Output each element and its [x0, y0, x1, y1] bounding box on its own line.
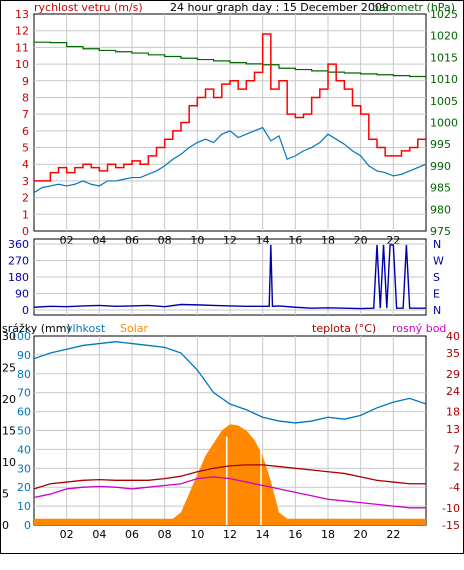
- temperature-tick-label: -4: [449, 481, 460, 494]
- pressure-tick-label: 985: [430, 182, 451, 195]
- direction-tick-label: 270: [8, 255, 29, 268]
- hour-tick-label: 08: [158, 528, 172, 541]
- dewpoint-axis-label: rosný bod: [392, 322, 446, 335]
- hour-tick-label: 12: [223, 528, 237, 541]
- wind-tick-label: 6: [22, 125, 29, 138]
- wind-tick-label: 2: [22, 192, 29, 205]
- humidity-tick-label: 20: [17, 481, 31, 494]
- wind-direction-series-line: [33, 244, 426, 310]
- hour-tick-label: 18: [321, 528, 335, 541]
- rain-tick-label: 5: [2, 488, 9, 501]
- rain-tick-label: 0: [2, 519, 9, 532]
- wind-tick-label: 8: [22, 91, 29, 104]
- compass-label: E: [433, 288, 440, 301]
- temperature-tick-label: 18: [446, 406, 460, 419]
- rain-tick-label: 20: [2, 393, 16, 406]
- pressure-tick-label: 1015: [430, 51, 458, 64]
- wind-axis-label: rychlost vetru (m/s): [34, 1, 143, 14]
- hour-tick-label: 20: [354, 528, 368, 541]
- pressure-tick-label: 1005: [430, 95, 458, 108]
- chart-title: 24 hour graph day : 15 December 2009: [170, 1, 389, 14]
- compass-label: N: [433, 304, 441, 317]
- wind-tick-label: 12: [15, 25, 29, 38]
- direction-tick-label: 180: [8, 271, 29, 284]
- rain-tick-label: 30: [2, 330, 16, 343]
- humidity-tick-label: 0: [24, 519, 31, 532]
- wind-tick-label: 11: [15, 41, 29, 54]
- wind-tick-label: 5: [22, 142, 29, 155]
- humidity-axis-label: vlhkost: [66, 322, 106, 335]
- compass-label: S: [433, 271, 440, 284]
- humidity-tick-label: 30: [17, 462, 31, 475]
- humidity-tick-label: 100: [10, 330, 31, 343]
- pressure-tick-label: 990: [430, 160, 451, 173]
- rain-axis-label: srážky (mm): [2, 322, 71, 335]
- hour-tick-label: 02: [60, 528, 74, 541]
- pressure-series-line: [34, 41, 427, 78]
- temperature-tick-label: -15: [442, 519, 460, 532]
- temperature-tick-label: 13: [446, 423, 460, 436]
- pressure-tick-label: 1020: [430, 30, 458, 43]
- wind-tick-label: 10: [15, 58, 29, 71]
- wind-gust-series-line: [34, 33, 426, 182]
- pressure-tick-label: 1025: [430, 8, 458, 21]
- humidity-series-line: [33, 341, 427, 424]
- humidity-tick-label: 80: [17, 368, 31, 381]
- rain-tick-label: 25: [2, 362, 16, 375]
- humidity-tick-label: 60: [17, 406, 31, 419]
- pressure-axis-label: barometr (hPa): [372, 1, 455, 14]
- temperature-tick-label: 40: [446, 330, 460, 343]
- humidity-tick-label: 50: [17, 425, 31, 438]
- hour-tick-label: 16: [288, 528, 302, 541]
- wind-tick-label: 0: [22, 225, 29, 238]
- temperature-tick-label: 7: [453, 443, 460, 456]
- temperature-series-line: [33, 464, 426, 490]
- hour-tick-label: 04: [92, 528, 106, 541]
- hour-tick-label: 06: [125, 528, 139, 541]
- temperature-tick-label: -10: [442, 502, 460, 515]
- compass-label: N: [433, 238, 441, 251]
- humidity-tick-label: 10: [17, 500, 31, 513]
- humidity-tick-label: 40: [17, 443, 31, 456]
- temperature-tick-label: 29: [446, 368, 460, 381]
- hour-tick-label: 10: [190, 528, 204, 541]
- compass-label: W: [433, 255, 444, 268]
- temperature-tick-label: 24: [446, 385, 460, 398]
- direction-tick-label: 90: [15, 288, 29, 301]
- hour-tick-label: 22: [386, 528, 400, 541]
- wind-tick-label: 1: [22, 208, 29, 221]
- pressure-tick-label: 980: [430, 203, 451, 216]
- direction-tick-label: 0: [22, 304, 29, 317]
- hour-tick-label: 14: [256, 528, 270, 541]
- rain-tick-label: 15: [2, 425, 16, 438]
- chart-marks: 0123456789101112139759809859909951000100…: [2, 8, 460, 541]
- wind-tick-label: 3: [22, 175, 29, 188]
- pressure-tick-label: 975: [430, 225, 451, 238]
- wind-tick-label: 13: [15, 8, 29, 21]
- humidity-tick-label: 90: [17, 349, 31, 362]
- pressure-tick-label: 1010: [430, 73, 458, 86]
- dewpoint-series-line: [33, 476, 426, 509]
- temperature-tick-label: 35: [446, 347, 460, 360]
- temperature-axis-label: teplota (°C): [312, 322, 376, 335]
- solar-area: [34, 424, 426, 525]
- rain-tick-label: 10: [2, 456, 16, 469]
- pressure-tick-label: 995: [430, 138, 451, 151]
- direction-tick-label: 360: [8, 238, 29, 251]
- pressure-tick-label: 1000: [430, 117, 458, 130]
- wind-tick-label: 9: [22, 75, 29, 88]
- solar-axis-label: Solar: [120, 322, 149, 335]
- wind-speed-series-line: [33, 126, 427, 194]
- humidity-tick-label: 70: [17, 387, 31, 400]
- wind-tick-label: 4: [22, 158, 29, 171]
- temperature-tick-label: 2: [453, 461, 460, 474]
- wind-tick-label: 7: [22, 108, 29, 121]
